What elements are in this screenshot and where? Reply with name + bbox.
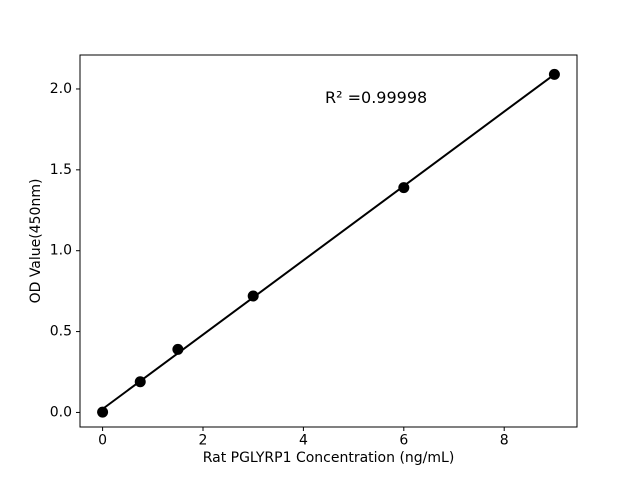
data-point — [97, 406, 109, 418]
x-tick-label: 6 — [399, 433, 408, 449]
x-axis-label: Rat PGLYRP1 Concentration (ng/mL) — [202, 450, 455, 466]
r-squared-annotation: R² =0.99998 — [324, 88, 428, 108]
y-tick-label: 0.5 — [50, 324, 72, 340]
x-tick-label: 4 — [299, 433, 308, 449]
data-point — [247, 290, 259, 302]
x-tick-label: 0 — [98, 433, 107, 449]
y-axis-label: OD Value(450nm) — [28, 178, 44, 304]
data-point — [548, 68, 560, 80]
x-tick-label: 8 — [500, 433, 509, 449]
x-tick-label: 2 — [199, 433, 208, 449]
data-point — [172, 343, 184, 355]
plot-frame — [79, 54, 578, 428]
y-tick-label: 1.0 — [50, 243, 72, 259]
y-tick-label: 2.0 — [50, 81, 72, 97]
y-tick-label: 0.0 — [50, 404, 72, 420]
trend-line — [101, 73, 556, 411]
data-point — [398, 182, 410, 194]
data-point — [134, 376, 146, 388]
y-tick-label: 1.5 — [50, 162, 72, 178]
